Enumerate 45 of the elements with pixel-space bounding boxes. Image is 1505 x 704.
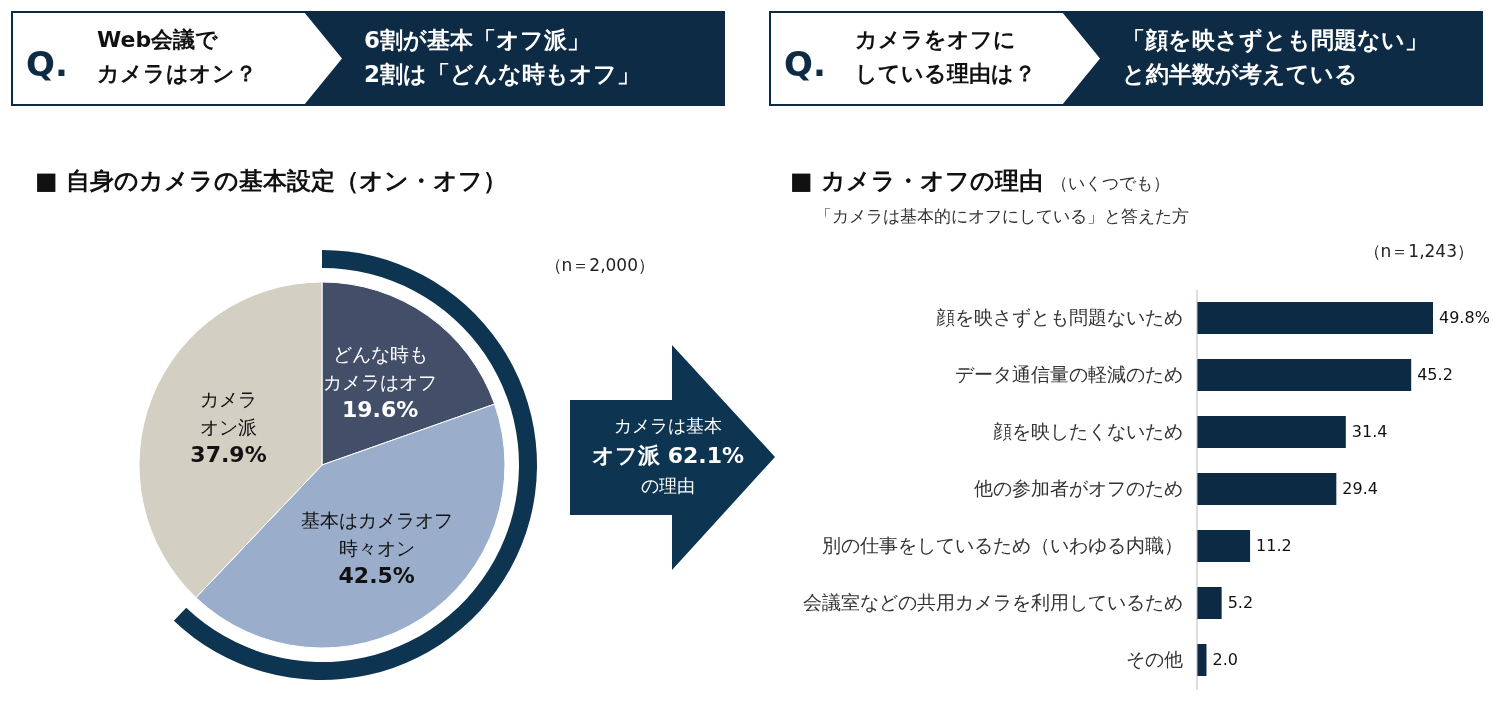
text: 「顔を映さずとも問題ない」 <box>1122 26 1428 54</box>
text: カメラは基本 <box>614 415 722 436</box>
chart-subtitle: （いくつでも） <box>1051 173 1171 193</box>
data-label: 11.2 <box>1256 535 1292 555</box>
bar <box>1197 530 1251 562</box>
y-tick-label: 会議室などの共用カメラを利用しているため <box>803 590 1183 613</box>
bar <box>1197 416 1346 448</box>
bar <box>1197 587 1222 619</box>
text: 6割が基本「オフ派」 <box>364 26 591 53</box>
text: Q. <box>26 43 68 84</box>
data-label: 29.4 <box>1342 478 1378 498</box>
slice-label: どんな時もカメラはオフ <box>323 342 438 393</box>
y-tick-label: 顔を映したくないため <box>993 419 1183 442</box>
bar <box>1197 473 1337 505</box>
data-label: 5.2 <box>1227 592 1254 612</box>
text: している理由は？ <box>855 61 1036 86</box>
data-label: 49.8% <box>1439 307 1490 327</box>
y-tick-label: データ通信量の軽減のため <box>955 362 1183 385</box>
data-label: 19.6% <box>341 396 419 422</box>
bar <box>1197 359 1412 391</box>
slice-label: カメラオン派 <box>200 387 258 438</box>
slice-label: 基本はカメラオフ時々オン <box>300 508 453 559</box>
data-label: 45.2 <box>1417 364 1453 384</box>
y-tick-label: 別の仕事をしているため（いわゆる内職） <box>822 533 1183 556</box>
bar <box>1197 302 1433 334</box>
y-tick-label: その他 <box>1126 647 1183 670</box>
text: カメラはオン？ <box>97 61 257 86</box>
text: オフ派 62.1% <box>592 443 744 468</box>
text: （n＝1,243） <box>1363 241 1474 261</box>
data-label: 42.5% <box>338 563 415 589</box>
text: 「カメラは基本的にオフにしている」と答えた方 <box>815 206 1189 226</box>
data-label: 2.0 <box>1212 649 1238 669</box>
text: 2割は「どんな時もオフ」 <box>364 60 641 87</box>
chart-title: ■ 自身のカメラの基本設定（オン・オフ） <box>35 167 508 195</box>
y-tick-label: 顔を映さずとも問題ないため <box>936 305 1183 328</box>
text: カメラをオフに <box>855 27 1016 52</box>
text: ■ カメラ・オフの理由 <box>790 167 1044 195</box>
data-label: 37.9% <box>190 441 267 467</box>
data-label: 31.4 <box>1351 421 1388 441</box>
text: Q. <box>784 43 826 84</box>
text: Web会議で <box>97 27 219 52</box>
y-tick-label: 他の参加者がオフのため <box>974 476 1183 499</box>
text: の理由 <box>641 475 695 496</box>
text: と約半数が考えている <box>1122 60 1358 87</box>
text: （n＝2,000） <box>544 255 655 275</box>
